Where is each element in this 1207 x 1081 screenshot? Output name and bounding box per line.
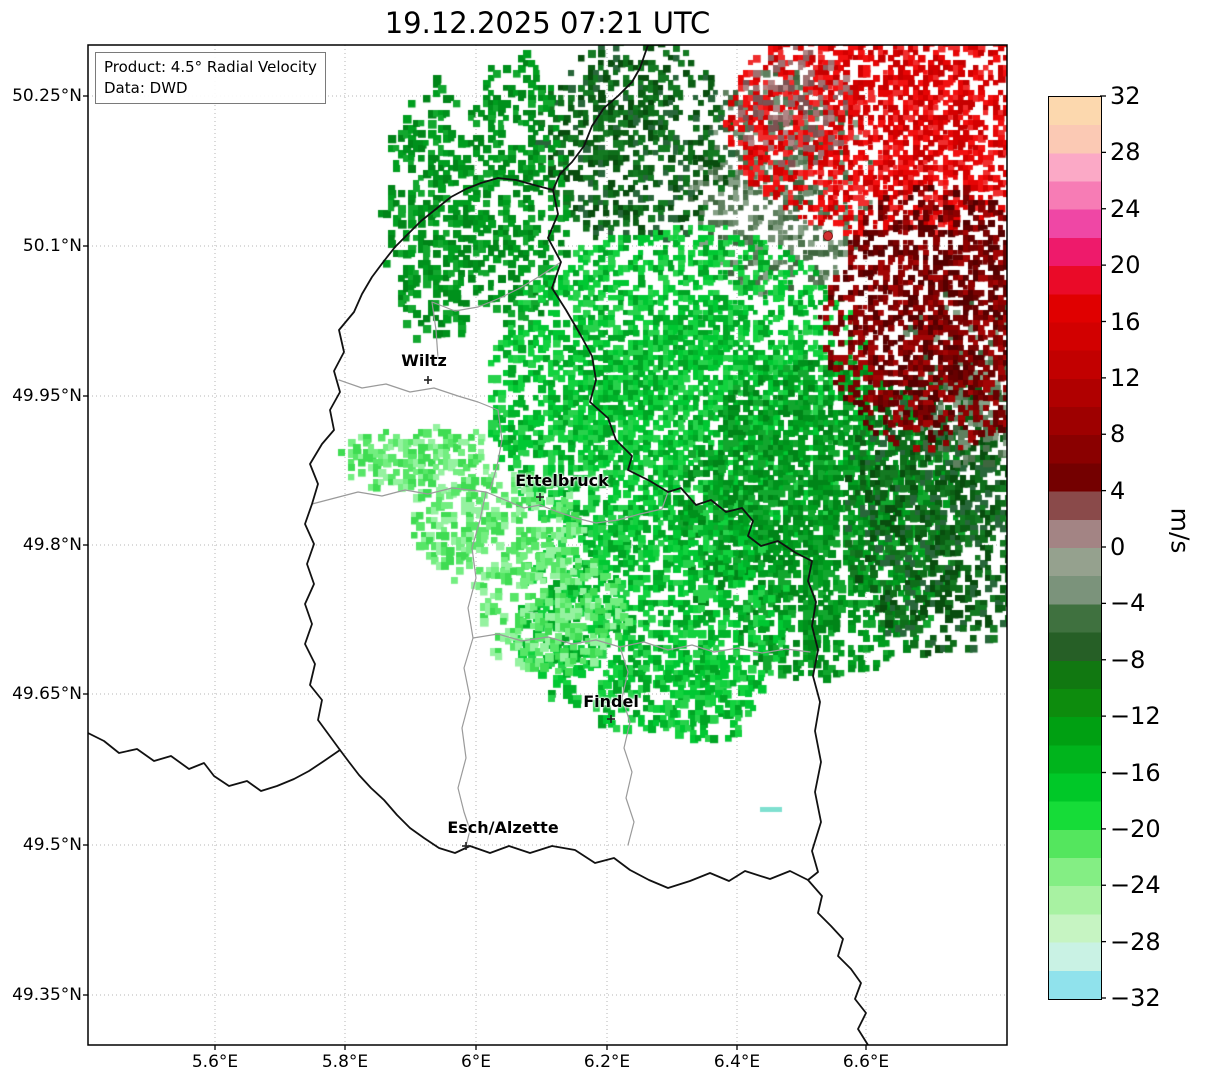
x-axis-tick-label: 6.6°E [842, 1052, 890, 1072]
colorbar-tick-label: −24 [1110, 871, 1161, 900]
colorbar-tick-label: 24 [1110, 194, 1141, 223]
axis-tick-marks [83, 95, 1106, 1050]
y-axis-tick-label: 49.65°N [12, 684, 82, 704]
colorbar-tick-label: −8 [1110, 645, 1146, 674]
y-axis-tick-label: 49.95°N [12, 386, 82, 406]
timestamp-title: 19.12.2025 07:21 UTC [384, 6, 711, 40]
colorbar-tick-label: −12 [1110, 702, 1161, 731]
y-axis-tick-label: 49.35°N [12, 985, 82, 1005]
product-label: Product: 4.5° Radial Velocity [104, 58, 317, 76]
colorbar-tick-label: 0 [1110, 533, 1126, 561]
colorbar-tick-label: 12 [1110, 363, 1141, 392]
colorbar-tick-label: −20 [1110, 814, 1161, 843]
x-axis-tick-label: 6°E [460, 1052, 492, 1072]
city-label: Ettelbruck [515, 471, 609, 490]
colorbar-tick-label: −4 [1110, 589, 1146, 618]
radar-site-marker [823, 231, 833, 241]
y-axis-tick-label: 49.5°N [22, 835, 82, 855]
city-label: Findel [583, 692, 639, 711]
x-axis-tick-label: 6.4°E [713, 1052, 761, 1072]
colorbar-tick-label: −28 [1110, 927, 1161, 956]
colorbar-tick-label: 20 [1110, 251, 1141, 280]
plot-frame [87, 44, 1008, 1046]
product-info-box: Product: 4.5° Radial Velocity Data: DWD [95, 52, 326, 104]
x-axis-tick-label: 5.8°E [321, 1052, 369, 1072]
colorbar-tick-label: 32 [1110, 82, 1141, 110]
x-axis-tick-label: 6.2°E [583, 1052, 631, 1072]
country-borders [88, 45, 869, 1045]
y-axis-tick-label: 50.1°N [22, 236, 82, 256]
colorbar-tick-label: 16 [1110, 307, 1141, 336]
colorbar-tick-label: 8 [1110, 420, 1126, 449]
radar-echo-raster [88, 45, 1007, 1045]
x-axis-tick-label: 5.6°E [191, 1052, 239, 1072]
velocity-colorbar [1048, 96, 1102, 1000]
colorbar-tick-label: 28 [1110, 138, 1141, 167]
data-source-label: Data: DWD [104, 79, 188, 97]
colorbar-tick-label: −16 [1110, 758, 1161, 787]
city-markers [424, 376, 615, 850]
colorbar-tick-label: −32 [1110, 984, 1161, 1012]
city-label: Esch/Alzette [447, 818, 559, 837]
y-axis-tick-label: 49.8°N [22, 535, 82, 555]
city-label: Wiltz [401, 351, 447, 370]
y-axis-tick-label: 50.25°N [12, 86, 82, 106]
district-borders [311, 261, 811, 847]
colorbar-tick-label: 4 [1110, 476, 1126, 505]
